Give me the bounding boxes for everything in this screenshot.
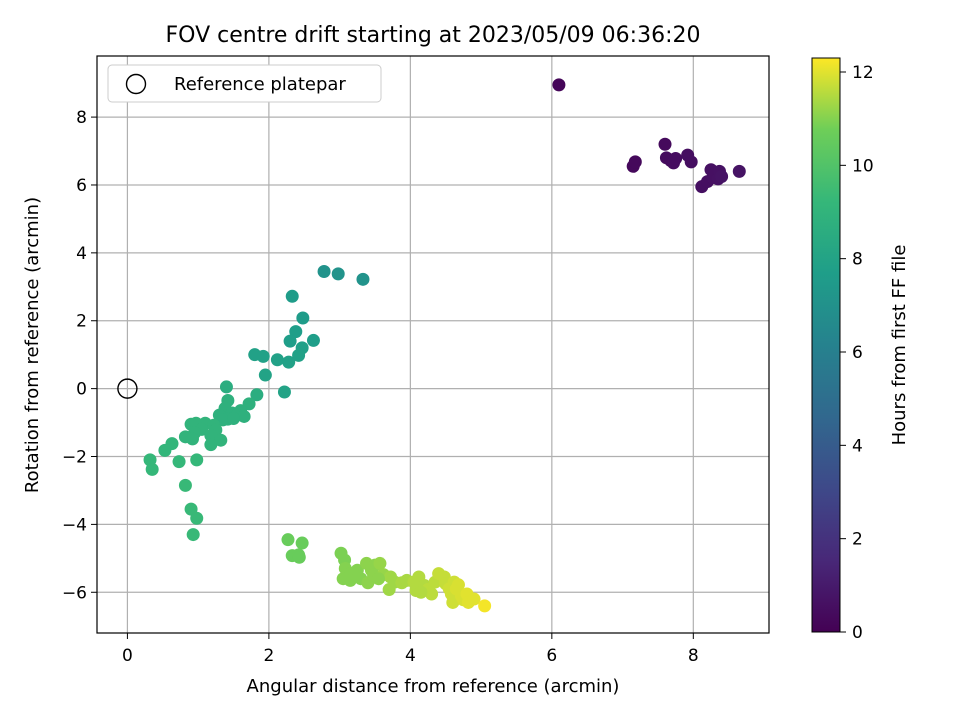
colorbar-label: Hours from first FF file — [889, 245, 910, 446]
data-point — [658, 137, 672, 151]
data-point — [285, 289, 299, 303]
y-ticks: −6 −4 −2 0 2 4 6 8 — [62, 108, 97, 603]
data-point — [283, 334, 297, 348]
data-point — [219, 380, 233, 394]
data-point — [306, 333, 320, 347]
data-point — [214, 433, 228, 447]
colorbar-ticks: 0 2 4 6 8 10 12 — [840, 63, 874, 643]
x-tick-label: 0 — [122, 646, 133, 666]
data-point — [237, 409, 251, 423]
y-tick-label: −4 — [62, 515, 87, 535]
data-point — [292, 348, 306, 362]
data-point — [552, 78, 566, 92]
data-point — [372, 572, 386, 586]
data-point — [256, 349, 270, 363]
data-point — [317, 265, 331, 279]
data-point — [282, 355, 296, 369]
data-point — [185, 432, 199, 446]
y-tick-label: 0 — [76, 380, 87, 400]
data-point — [178, 478, 192, 492]
y-tick-label: −6 — [62, 583, 87, 603]
data-point — [289, 325, 303, 339]
data-point — [684, 155, 698, 169]
data-point — [158, 443, 172, 457]
x-ticks: 0 2 4 6 8 — [122, 633, 699, 666]
y-tick-label: 4 — [76, 244, 87, 264]
colorbar-gradient — [811, 57, 841, 633]
y-tick-label: −2 — [62, 448, 87, 468]
reference-point — [117, 378, 138, 399]
data-point — [190, 511, 204, 525]
colorbar-tick-label: 2 — [852, 530, 863, 550]
data-point — [425, 587, 439, 601]
legend-box — [107, 64, 382, 103]
data-point — [669, 152, 683, 166]
x-tick-label: 4 — [405, 646, 416, 666]
chart-title: FOV centre drift starting at 2023/05/09 … — [166, 23, 701, 48]
plot-frame — [96, 55, 770, 634]
data-point — [190, 453, 204, 467]
data-point — [145, 462, 159, 476]
data-point — [732, 164, 746, 178]
y-axis-label: Rotation from reference (arcmin) — [22, 197, 43, 493]
data-point — [186, 528, 200, 542]
data-point — [227, 411, 241, 425]
y-tick-label: 2 — [76, 312, 87, 332]
data-point — [270, 353, 284, 367]
colorbar-tick-label: 12 — [852, 63, 874, 83]
data-point — [343, 573, 357, 587]
colorbar-tick-label: 8 — [852, 250, 863, 270]
data-point — [628, 155, 642, 169]
data-point — [414, 585, 428, 599]
data-points — [143, 78, 746, 613]
data-point — [373, 556, 387, 570]
x-axis-label: Angular distance from reference (arcmin) — [247, 676, 620, 697]
reference-marker — [117, 378, 138, 399]
data-point — [292, 550, 306, 564]
data-point — [204, 428, 218, 442]
colorbar-tick-label: 4 — [852, 436, 863, 456]
colorbar-tick-label: 10 — [852, 156, 874, 176]
data-point — [356, 272, 370, 286]
data-point — [331, 267, 345, 281]
data-point — [467, 592, 481, 606]
y-tick-label: 8 — [76, 108, 87, 128]
data-point — [478, 599, 492, 613]
data-point — [295, 536, 309, 550]
colorbar-tick-label: 0 — [852, 623, 863, 643]
legend: Reference platepar — [107, 64, 382, 103]
x-tick-label: 6 — [546, 646, 557, 666]
data-point — [451, 578, 465, 592]
data-point — [277, 385, 291, 399]
data-point — [204, 438, 218, 452]
legend-marker — [125, 73, 147, 95]
colorbar-tick-label: 6 — [852, 343, 863, 363]
y-tick-label: 6 — [76, 176, 87, 196]
data-point — [258, 368, 272, 382]
data-point — [296, 311, 310, 325]
data-point — [250, 388, 264, 402]
data-point — [281, 533, 295, 547]
data-point — [172, 455, 186, 469]
data-point — [715, 169, 729, 183]
legend-label: Reference platepar — [174, 74, 346, 95]
colorbar: 0 2 4 6 8 10 12 Hours from first FF file — [811, 57, 910, 643]
x-tick-label: 2 — [263, 646, 274, 666]
x-tick-label: 8 — [688, 646, 699, 666]
